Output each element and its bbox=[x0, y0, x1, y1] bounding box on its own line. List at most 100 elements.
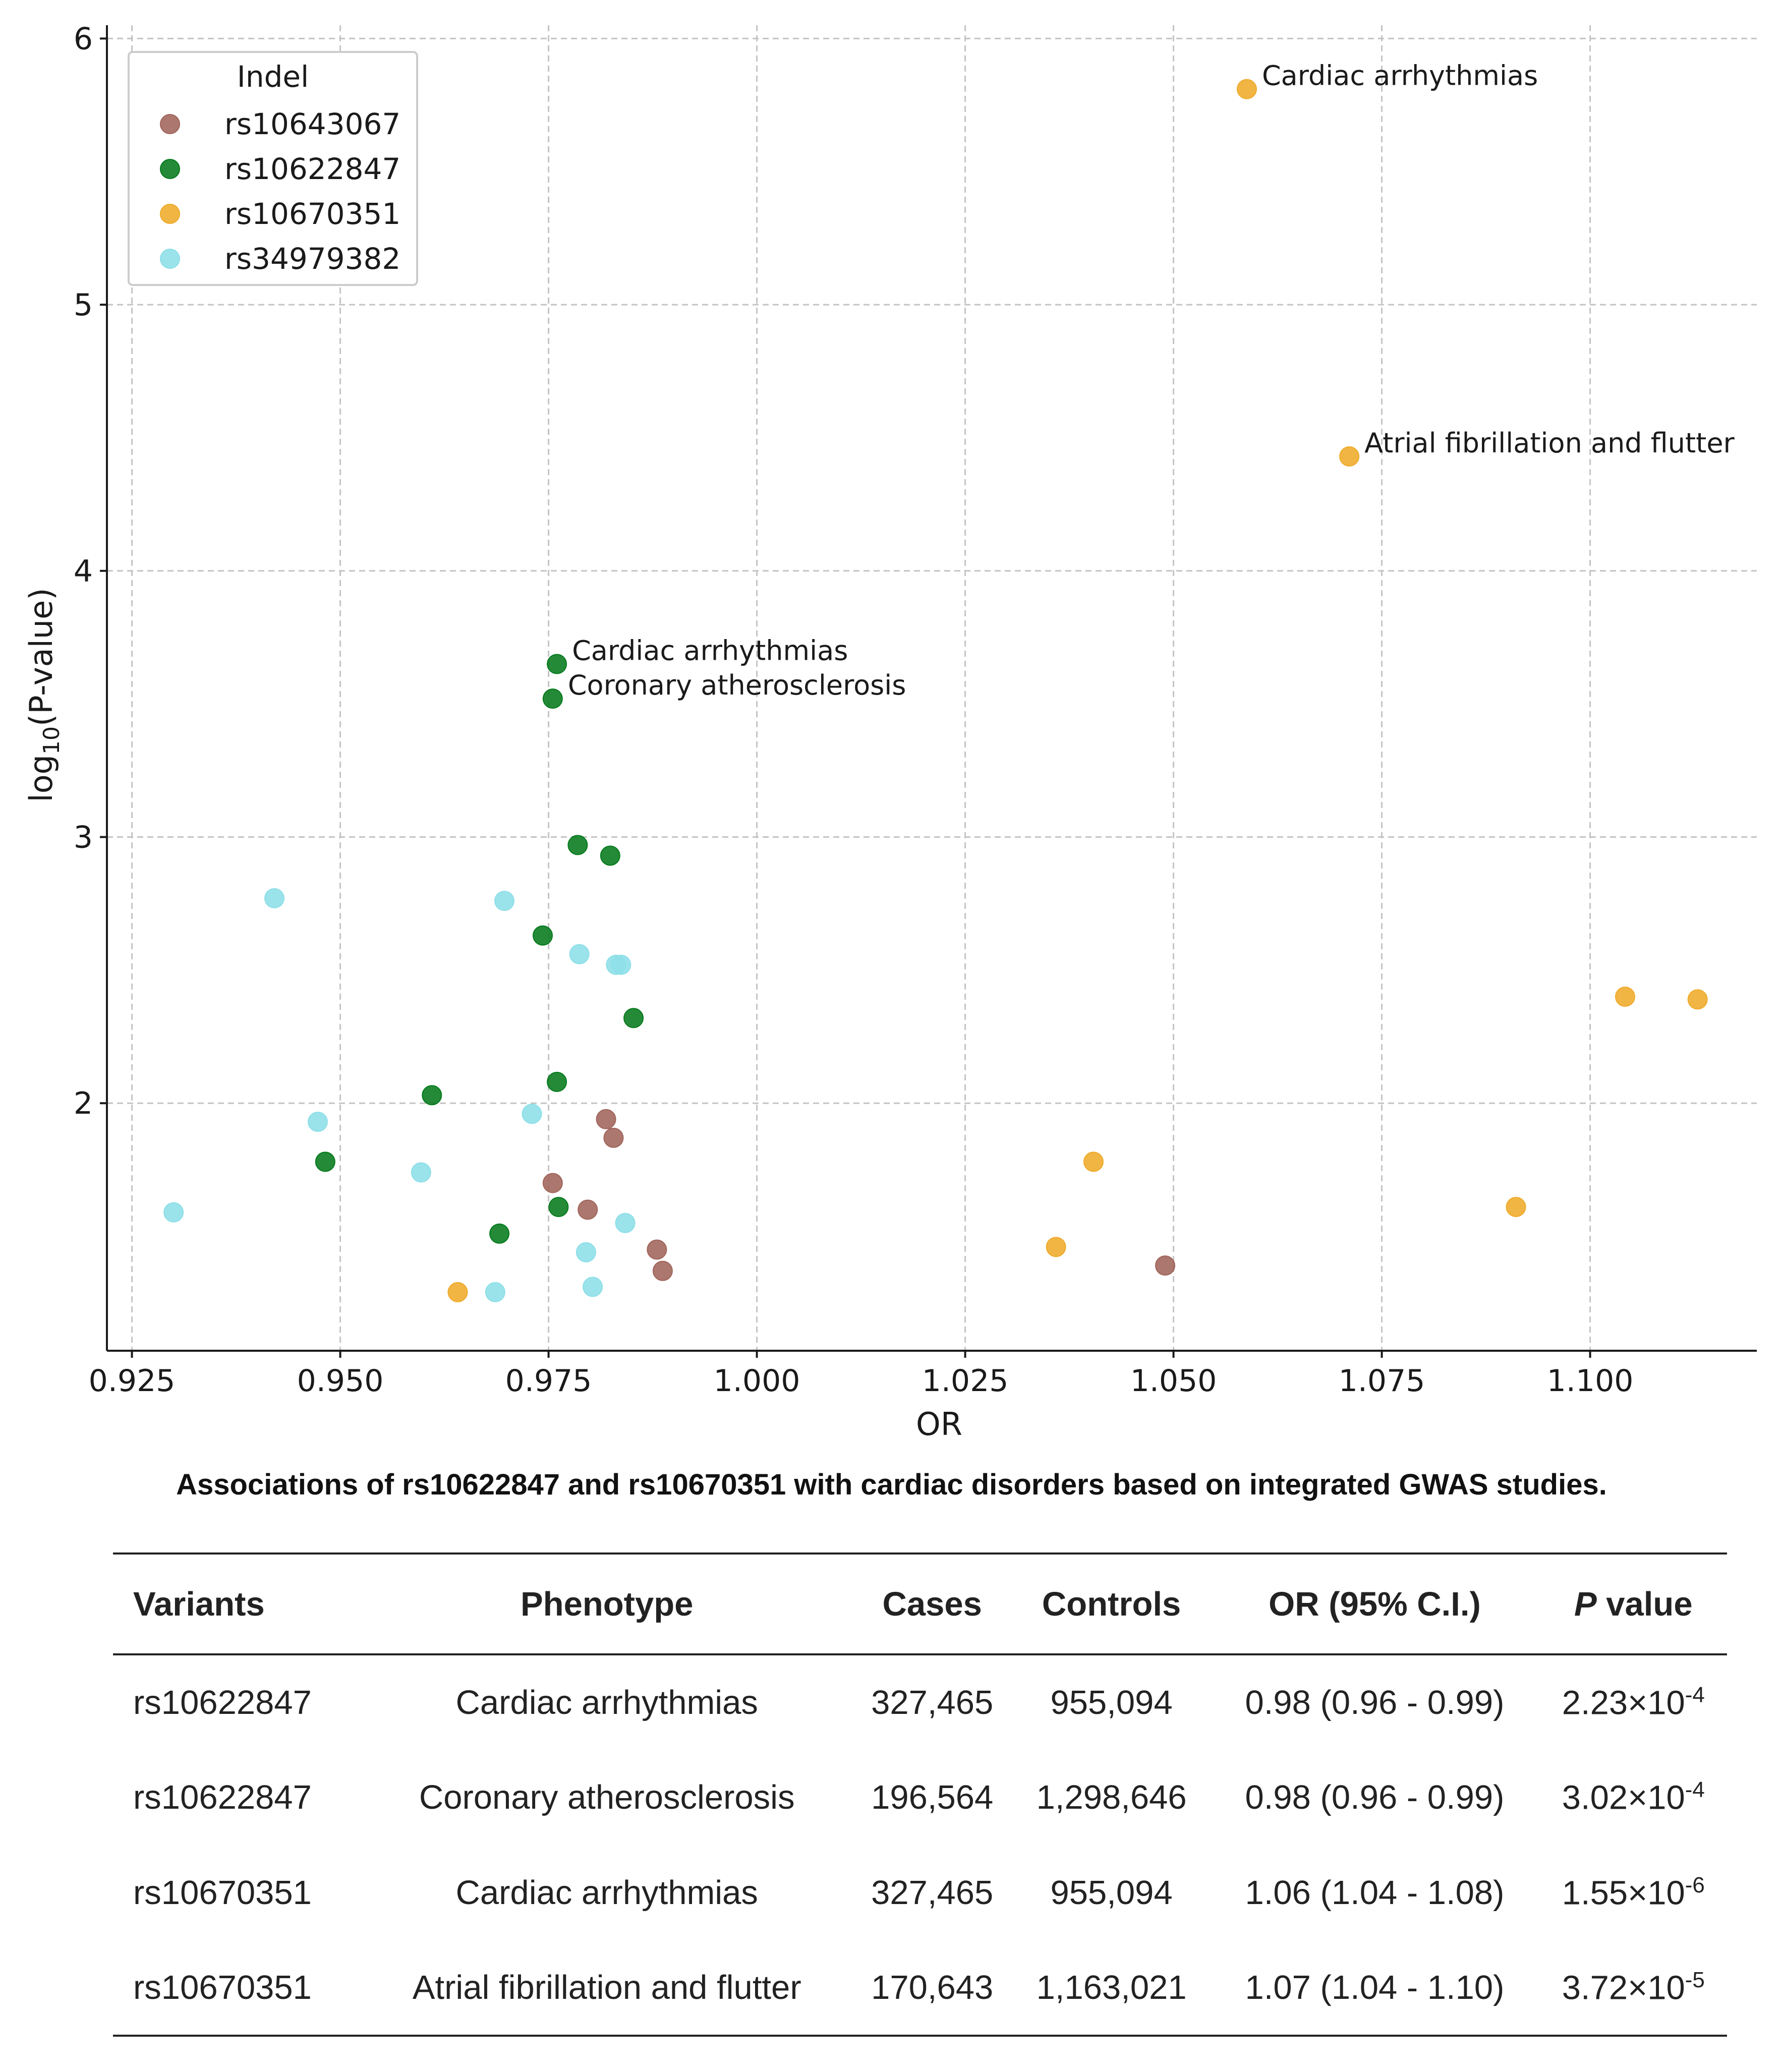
data-point-rs10670351 bbox=[1046, 1237, 1066, 1257]
table-caption: Associations of rs10622847 and rs1067035… bbox=[176, 1468, 1607, 1501]
x-tick-label: 1.000 bbox=[714, 1363, 800, 1399]
data-point-rs34979382 bbox=[494, 891, 515, 911]
data-point-rs10670351 bbox=[1687, 989, 1708, 1010]
data-point-rs34979382 bbox=[163, 1202, 184, 1223]
data-point-rs10622847 bbox=[547, 1072, 567, 1092]
cell-controls: 1,163,021 bbox=[1036, 1969, 1187, 2006]
cell-phenotype: Coronary atherosclerosis bbox=[419, 1778, 795, 1816]
point-annotation: Atrial fibrillation and flutter bbox=[1364, 427, 1735, 459]
cell-cases: 327,465 bbox=[871, 1874, 994, 1912]
data-point-rs10622847 bbox=[489, 1223, 510, 1244]
data-point-rs34979382 bbox=[522, 1104, 542, 1124]
header-cases: Cases bbox=[882, 1585, 982, 1623]
data-point-rs34979382 bbox=[569, 944, 590, 964]
legend-label-rs10670351: rs10670351 bbox=[224, 197, 400, 231]
data-point-rs34979382 bbox=[411, 1162, 431, 1183]
p-exponent: -6 bbox=[1685, 1873, 1705, 1898]
data-point-rs10643067 bbox=[647, 1239, 667, 1260]
cell-variant: rs10622847 bbox=[133, 1778, 312, 1816]
y-axis-label-subscript: 10 bbox=[39, 726, 65, 755]
y-tick-label: 3 bbox=[74, 820, 93, 855]
cell-controls: 955,094 bbox=[1050, 1684, 1173, 1721]
data-point-rs34979382 bbox=[264, 888, 285, 908]
header-or: OR (95% C.I.) bbox=[1269, 1585, 1481, 1623]
data-point-rs10622847 bbox=[542, 688, 563, 709]
legend-marker-rs34979382 bbox=[160, 249, 180, 269]
x-tick-label: 0.950 bbox=[297, 1363, 384, 1399]
grid-lines bbox=[107, 25, 1757, 1351]
p-base: 2.23×10 bbox=[1562, 1684, 1685, 1722]
p-exponent: -4 bbox=[1685, 1683, 1705, 1708]
x-tick-label: 0.975 bbox=[505, 1363, 592, 1399]
legend-label-rs10622847: rs10622847 bbox=[224, 152, 400, 186]
x-tick-label: 1.075 bbox=[1339, 1363, 1425, 1399]
x-tick-label: 0.925 bbox=[89, 1363, 176, 1399]
data-point-rs10670351 bbox=[1339, 446, 1360, 467]
p-base: 3.72×10 bbox=[1562, 1969, 1685, 2007]
legend-marker-rs10670351 bbox=[160, 204, 180, 224]
data-point-rs34979382 bbox=[485, 1282, 505, 1302]
results-table: Variants Phenotype Cases Controls OR (95… bbox=[113, 1552, 1727, 2037]
header-p-italic: P bbox=[1574, 1585, 1597, 1623]
header-p-value: P value bbox=[1540, 1553, 1727, 1654]
table-row: rs10670351 Atrial fibrillation and flutt… bbox=[113, 1940, 1727, 2036]
data-point-rs10643067 bbox=[1155, 1255, 1176, 1276]
table-row: rs10622847 Cardiac arrhythmias 327,465 9… bbox=[113, 1654, 1727, 1750]
header-p-rest: value bbox=[1596, 1585, 1693, 1623]
data-point-rs10643067 bbox=[578, 1199, 598, 1220]
cell-or: 1.06 (1.04 - 1.08) bbox=[1245, 1874, 1505, 1912]
data-point-rs10622847 bbox=[548, 1197, 569, 1218]
y-tick-label: 6 bbox=[74, 21, 93, 56]
legend: Indel rs10643067 rs10622847 rs10670351 rs34… bbox=[128, 51, 418, 286]
data-point-rs10643067 bbox=[596, 1109, 616, 1129]
cell-phenotype: Atrial fibrillation and flutter bbox=[412, 1969, 801, 2006]
data-point-rs10670351 bbox=[1083, 1152, 1104, 1172]
data-point-rs34979382 bbox=[307, 1112, 328, 1132]
x-tick-label: 1.100 bbox=[1547, 1363, 1634, 1399]
cell-p-value: 2.23×10-4 bbox=[1540, 1654, 1727, 1750]
data-point-rs10670351 bbox=[1236, 79, 1257, 99]
header-controls: Controls bbox=[1042, 1585, 1181, 1623]
y-axis-label-rest: (P-value) bbox=[23, 588, 60, 726]
y-tick-label: 2 bbox=[74, 1086, 93, 1121]
point-annotation: Cardiac arrhythmias bbox=[572, 635, 848, 667]
x-tick-label: 1.050 bbox=[1130, 1363, 1217, 1399]
cell-variant: rs10622847 bbox=[133, 1684, 312, 1721]
legend-entries: rs10643067 rs10622847 rs10670351 rs34979382 bbox=[160, 107, 400, 276]
cell-variant: rs10670351 bbox=[133, 1874, 312, 1912]
cell-cases: 196,564 bbox=[871, 1778, 994, 1816]
cell-controls: 1,298,646 bbox=[1036, 1778, 1187, 1816]
point-annotation: Coronary atherosclerosis bbox=[568, 669, 906, 701]
cell-controls: 955,094 bbox=[1050, 1874, 1173, 1912]
legend-title: Indel bbox=[237, 60, 309, 94]
axes: 0.925 0.950 0.975 1.000 1.025 1.050 1.075 1.100… bbox=[74, 21, 1757, 1399]
table-row: rs10670351 Cardiac arrhythmias 327,465 9… bbox=[113, 1845, 1727, 1940]
data-point-rs10622847 bbox=[600, 845, 620, 866]
data-point-rs10622847 bbox=[623, 1008, 644, 1028]
y-axis-label-main: log bbox=[23, 755, 60, 802]
p-base: 3.02×10 bbox=[1562, 1778, 1685, 1817]
data-point-rs10670351 bbox=[1506, 1197, 1526, 1218]
data-point-rs34979382 bbox=[583, 1277, 603, 1297]
legend-marker-rs10622847 bbox=[160, 159, 180, 179]
data-point-rs10670351 bbox=[447, 1282, 468, 1302]
cell-variant: rs10670351 bbox=[133, 1969, 312, 2006]
legend-label-rs10643067: rs10643067 bbox=[224, 107, 400, 141]
cell-cases: 170,643 bbox=[871, 1969, 994, 2006]
p-base: 1.55×10 bbox=[1562, 1874, 1685, 1912]
legend-marker-rs10643067 bbox=[160, 114, 180, 134]
p-exponent: -5 bbox=[1685, 1968, 1705, 1993]
cell-or: 0.98 (0.96 - 0.99) bbox=[1245, 1778, 1505, 1816]
p-exponent: -4 bbox=[1685, 1777, 1705, 1803]
data-point-rs10622847 bbox=[533, 925, 553, 946]
cell-p-value: 1.55×10-6 bbox=[1540, 1845, 1727, 1940]
data-point-rs10622847 bbox=[422, 1085, 442, 1106]
y-tick-label: 4 bbox=[74, 554, 93, 589]
cell-phenotype: Cardiac arrhythmias bbox=[455, 1684, 758, 1721]
table-header-row: Variants Phenotype Cases Controls OR (95… bbox=[113, 1553, 1727, 1654]
data-point-rs10670351 bbox=[1615, 987, 1635, 1007]
data-points bbox=[163, 79, 1708, 1302]
data-point-rs10643067 bbox=[652, 1260, 673, 1281]
cell-phenotype: Cardiac arrhythmias bbox=[455, 1874, 758, 1912]
